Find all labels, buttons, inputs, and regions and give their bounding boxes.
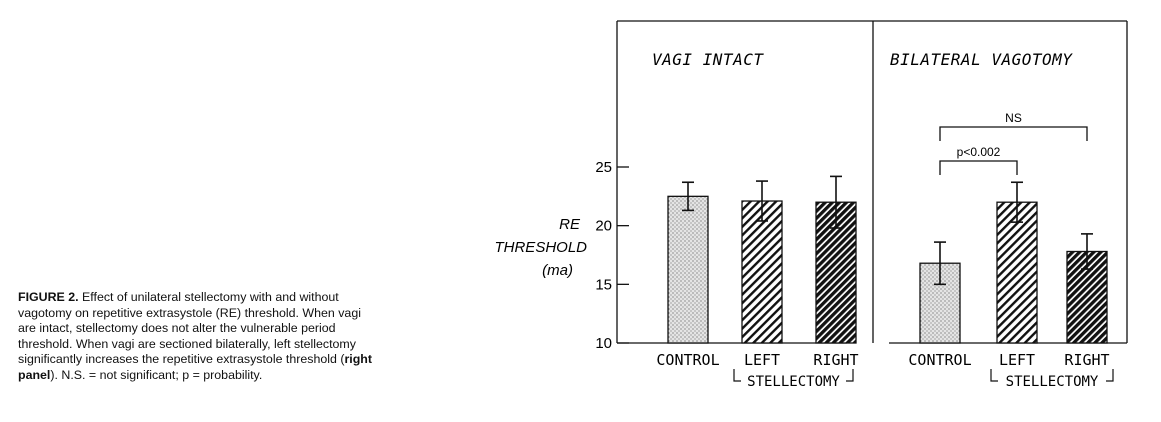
- y-tick-label: 10: [595, 335, 612, 352]
- figure-caption: FIGURE 2. Effect of unilateral stellecto…: [18, 290, 380, 384]
- caption-label: FIGURE 2.: [18, 290, 79, 304]
- caption-text-a: Effect of unilateral stellectomy with an…: [18, 290, 361, 367]
- y-axis-label-line2: THRESHOLD: [494, 239, 587, 256]
- group-bracket-right: [846, 369, 854, 382]
- y-axis-ticks: 10 15 20 25: [595, 159, 629, 352]
- panel-bilateral-vagotomy: BILATERAL VAGOTOMY CONTROL LEFT RIGHT STELLE…: [890, 50, 1114, 390]
- category-label: LEFT: [744, 351, 780, 369]
- category-label: RIGHT: [1064, 351, 1109, 369]
- group-bracket-right: [1106, 369, 1114, 382]
- y-tick-label: 15: [595, 276, 612, 293]
- category-label: CONTROL: [908, 351, 971, 369]
- category-label: RIGHT: [813, 351, 858, 369]
- panel-vagi-intact: VAGI INTACT CONTROL LEFT RIGHT STELLECTOMY: [652, 50, 859, 390]
- bar: [741, 200, 783, 344]
- panel-title: BILATERAL VAGOTOMY: [890, 50, 1073, 69]
- bar: [667, 195, 709, 344]
- significance-bracket: [939, 160, 1018, 175]
- significance-label: NS: [1005, 111, 1022, 125]
- bar: [996, 201, 1038, 344]
- y-tick-label: 20: [595, 218, 612, 235]
- y-axis-label-line3: (ma): [542, 262, 573, 279]
- category-label: CONTROL: [656, 351, 719, 369]
- category-label: LEFT: [999, 351, 1035, 369]
- caption-text-bold: right panel: [18, 352, 372, 382]
- significance-label: p<0.002: [957, 145, 1001, 159]
- group-bracket-left: [733, 369, 741, 382]
- y-axis-label-line1: RE: [559, 216, 581, 233]
- y-tick-label: 25: [595, 159, 612, 176]
- caption-text-b: ). N.S. = not significant; p = probabili…: [50, 367, 263, 382]
- group-label: STELLECTOMY: [747, 374, 840, 390]
- group-bracket-left: [990, 369, 998, 382]
- group-label: STELLECTOMY: [1006, 374, 1099, 390]
- significance-bracket: [939, 126, 1088, 141]
- panel-title: VAGI INTACT: [652, 50, 764, 69]
